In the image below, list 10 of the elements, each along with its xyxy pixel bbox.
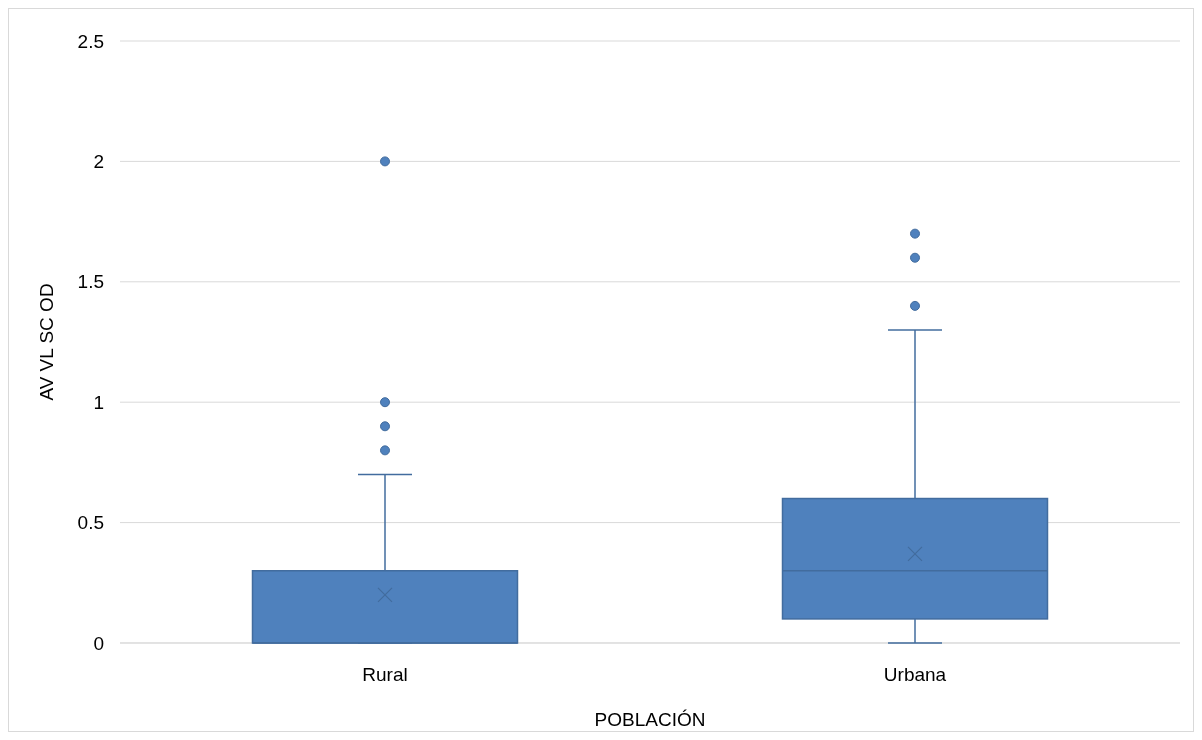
y-tick-label: 2.5: [77, 30, 104, 52]
x-axis-title: POBLACIÓN: [594, 709, 706, 730]
y-tick-label: 2: [93, 151, 104, 173]
y-axis-title: AV VL SC OD: [36, 283, 57, 401]
y-tick-label: 0.5: [77, 512, 104, 534]
x-tick-label: Urbana: [883, 664, 947, 685]
y-tick-label: 1.5: [77, 271, 104, 293]
y-tick-label: 0: [93, 632, 104, 654]
x-tick-label: Rural: [362, 664, 408, 685]
y-tick-label: 1: [93, 391, 104, 413]
